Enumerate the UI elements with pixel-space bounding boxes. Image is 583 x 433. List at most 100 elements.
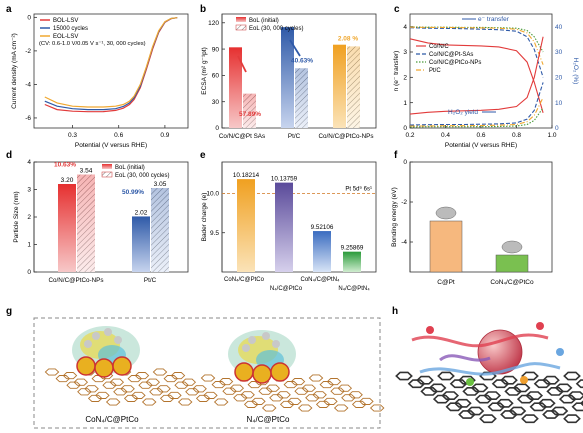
y-axis-label: ECSA (m² g⁻¹pt) [201,47,208,95]
hex-ring [563,414,581,424]
x-tick-label: 0.6 [114,132,123,139]
legend-swatch-eol [101,171,113,178]
y-axis-label: n (e⁻ transfer) [393,51,400,92]
hex-ring [87,394,103,402]
hex-ring [200,374,216,382]
y-right-tick-label: 20 [555,75,563,82]
y-axis-label: Current density (mA cm⁻²) [11,33,18,109]
hex-ring [445,402,464,412]
y-tick-label: 0 [403,125,407,132]
hex-ring [315,400,331,408]
panel-g-label-right: N₄/C@PtCo [247,415,291,424]
hex-ring [185,388,200,396]
hex-ring [222,387,237,395]
bar-bol [132,216,150,272]
hex-ring [420,386,439,396]
legend-label: Co/N/C@Pt-SAs [429,52,473,58]
bar-bol [333,44,346,128]
panel-g-frame [33,317,381,429]
x-category-label: C@Pt [437,279,455,286]
adsorbate-cluster-icon [435,206,457,220]
x-category-label: Co/N/C@PtCo-NPs [48,277,103,284]
bar-eol-hatch [243,93,256,128]
hex-ring [575,379,583,389]
data-label: 10.18214 [233,172,260,179]
legend-swatch-bol [102,164,112,169]
y-tick-label: 90 [212,46,220,53]
hex-ring [113,388,128,396]
hex-ring [333,404,349,412]
y-tick-label: 30 [212,99,220,106]
data-label: 2.02 [135,209,148,216]
hex-ring [258,387,273,395]
change-label: 57.89% [239,111,261,118]
hex-ring [341,394,356,402]
panel-g-label-left: CoN₄/C@PtCo [85,415,139,424]
y-axis-label: Particle Size (nm) [13,191,20,242]
y-tick-label: 4 [27,159,31,166]
water-molecule [556,348,564,356]
trajectory-red [411,333,549,348]
y-tick-label: 60 [212,73,220,80]
hex-ring [521,414,539,424]
hex-ring [283,381,299,389]
hex-ring [243,400,259,408]
hex-ring [563,371,581,381]
bar [429,220,463,273]
data-label: 3.20 [61,177,74,184]
change-label: 2.08 % [338,35,358,42]
legend-label: EoL (30, 000 cycles) [249,26,303,32]
hex-ring [437,371,455,381]
bar-bol [229,47,242,129]
hex-ring [516,394,535,404]
panel-letter-g: g [6,306,12,317]
hex-ring [66,381,81,389]
series-line-6 [409,82,544,126]
bar [237,179,255,272]
y-tick-label: 0 [27,15,31,22]
legend-label: EOL-LSV [53,34,78,40]
hex-ring [127,375,143,383]
series-line-7 [409,107,544,128]
hex-ring [521,371,539,381]
panel-letter-e: e [200,150,206,161]
hex-ring [449,379,468,389]
data-label: 9.52106 [311,224,334,231]
x-category-label: CoN₄/C@PtCo [224,277,265,283]
graphene-sheet-left [44,368,229,406]
change-label: 10.63% [54,162,76,169]
panel-letter-c: c [394,4,400,15]
x-tick-label: 0.3 [68,132,77,139]
legend-label: Co/N/C@PtCo-NPs [429,60,481,66]
hex-ring [123,394,139,402]
hex-ring [261,404,277,412]
y-right-tick-label: 10 [555,100,563,107]
graphene-sheet-h [395,371,583,424]
hex-ring [407,379,426,389]
x-category-label: CoN₄/C@PtCo [490,279,534,286]
hex-ring [308,374,324,382]
series-line-1 [409,38,544,113]
x-category-label: CoN₄/C@PtN₄ [301,277,341,283]
hex-ring [500,410,518,419]
y-tick-label: -2 [25,48,31,55]
water-molecule [520,376,528,384]
y-tick-label: -2 [401,199,407,206]
hex-ring [297,404,313,412]
x-tick-label: 0.6 [476,132,485,139]
hex-ring [174,381,189,389]
y-tick-label: 0 [215,125,219,132]
y-tick-label: 9.5 [210,230,219,237]
panel-letter-a: a [6,4,12,15]
hex-ring [479,414,497,424]
annotation-text: H₂O₂ yield [448,109,478,116]
hex-ring [269,394,284,402]
y-tick-label: 0 [27,269,31,276]
hex-ring [305,394,320,402]
x-category-label: Pt/C [144,277,157,284]
water-molecule [426,326,434,334]
hex-ring [279,400,295,408]
y-tick-label: 0 [403,159,407,166]
